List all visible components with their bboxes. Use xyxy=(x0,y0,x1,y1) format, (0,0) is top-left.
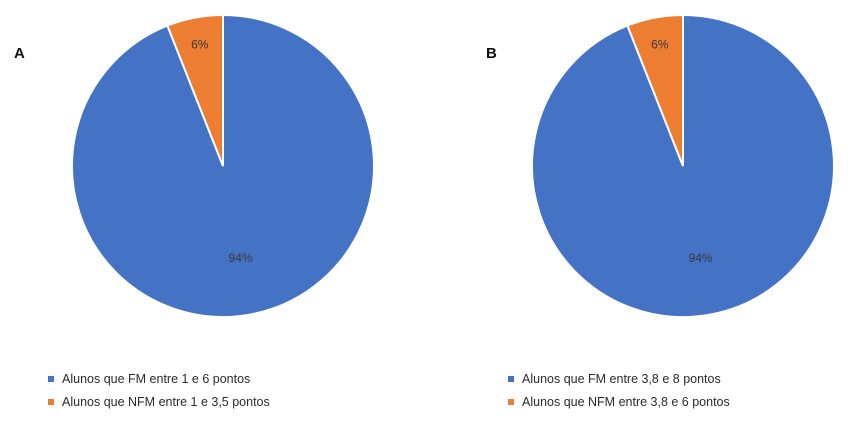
legend-label: Alunos que FM entre 1 e 6 pontos xyxy=(62,372,250,386)
pie-chart-b: B 94% 6% Alunos que FM entre 3,8 e 8 pontos… xyxy=(486,13,835,409)
legend-label: Alunos que NFM entre 1 e 3,5 pontos xyxy=(62,395,270,409)
legend-label: Alunos que FM entre 3,8 e 8 pontos xyxy=(522,372,721,386)
slice-value-label: 94% xyxy=(689,251,713,265)
panel-label: A xyxy=(14,45,25,62)
legend-label: Alunos que NFM entre 3,8 e 6 pontos xyxy=(522,395,730,409)
pie-chart-a: A 94% 6% Alunos que FM entre 1 e 6 pontos Al… xyxy=(14,13,375,409)
panel-label: B xyxy=(486,45,497,62)
legend-swatch xyxy=(508,399,514,405)
slice-value-label: 94% xyxy=(229,251,253,265)
pie-slice xyxy=(626,13,684,167)
slice-value-label: 6% xyxy=(651,37,669,51)
legend-swatch xyxy=(48,399,54,405)
slice-value-label: 6% xyxy=(191,37,209,51)
pie-slice xyxy=(166,13,224,167)
legend-swatch xyxy=(48,376,54,382)
legend-swatch xyxy=(508,376,514,382)
